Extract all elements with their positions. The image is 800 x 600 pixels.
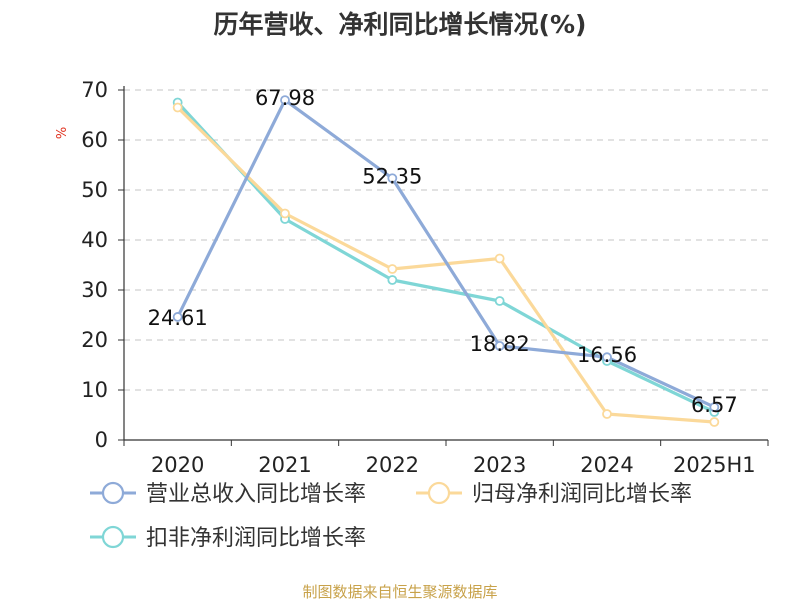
data-point <box>709 402 720 413</box>
y-tick-label: 0 <box>95 428 108 452</box>
x-tick-label: 2020 <box>151 453 204 477</box>
data-label: 24.61 <box>148 306 208 330</box>
data-point <box>387 275 398 285</box>
data-point <box>494 340 505 351</box>
y-axis-label: % <box>55 127 70 139</box>
x-tick-label: 2022 <box>366 453 419 477</box>
data-point <box>709 417 720 427</box>
data-point <box>494 253 505 264</box>
source-note: 制图数据来自恒生聚源数据库 <box>302 583 497 600</box>
legend-item-0[interactable]: 营业总收入同比增长率 <box>90 481 366 507</box>
data-label: 16.56 <box>577 343 637 367</box>
legend-marker <box>427 481 451 505</box>
legend-item-2[interactable]: 扣非净利润同比增长率 <box>90 525 366 551</box>
data-label: 67.98 <box>255 86 315 110</box>
series <box>172 95 720 427</box>
y-tick-label: 60 <box>81 128 108 152</box>
x-tick-label: 2024 <box>580 453 633 477</box>
legend-label: 营业总收入同比增长率 <box>146 482 366 507</box>
data-point <box>172 102 183 113</box>
legend-label: 扣非净利润同比增长率 <box>146 526 366 551</box>
legend-label: 归母净利润同比增长率 <box>472 482 692 507</box>
data-labels: 24.61 67.98 52.35 18.82 16.56 6.57 <box>148 86 738 417</box>
y-tick-label: 50 <box>81 178 108 202</box>
x-tick-label: 2025H1 <box>673 453 756 477</box>
data-point <box>602 409 612 419</box>
data-point <box>172 312 183 322</box>
y-tick-label: 20 <box>81 328 108 352</box>
grid <box>124 89 768 391</box>
data-label: 52.35 <box>362 164 422 188</box>
data-point <box>280 95 290 105</box>
x-tick-label: 2021 <box>258 453 311 477</box>
chart-title: 历年营收、净利同比增长情况(%) <box>214 10 587 39</box>
legend-marker <box>101 481 125 505</box>
data-point <box>387 264 398 274</box>
y-tick-label: 40 <box>81 228 108 252</box>
y-tick-label: 30 <box>81 278 108 302</box>
data-label: 6.57 <box>691 393 738 417</box>
y-tick-label: 10 <box>81 378 108 402</box>
data-point <box>280 208 290 219</box>
series-line-0 <box>176 98 715 409</box>
x-tick-label: 2023 <box>473 453 526 477</box>
data-point <box>387 173 398 184</box>
series-line-2 <box>176 101 715 414</box>
legend-marker <box>101 525 125 549</box>
axes: 0 10 20 30 40 50 60 70 2020 2021 2022 2023 2024 2025H… <box>81 78 769 477</box>
data-point <box>602 352 612 363</box>
data-label: 18.82 <box>470 332 530 356</box>
y-tick-label: 70 <box>81 78 108 102</box>
data-point <box>494 296 505 306</box>
legend-item-1[interactable]: 归母净利润同比增长率 <box>416 481 692 507</box>
